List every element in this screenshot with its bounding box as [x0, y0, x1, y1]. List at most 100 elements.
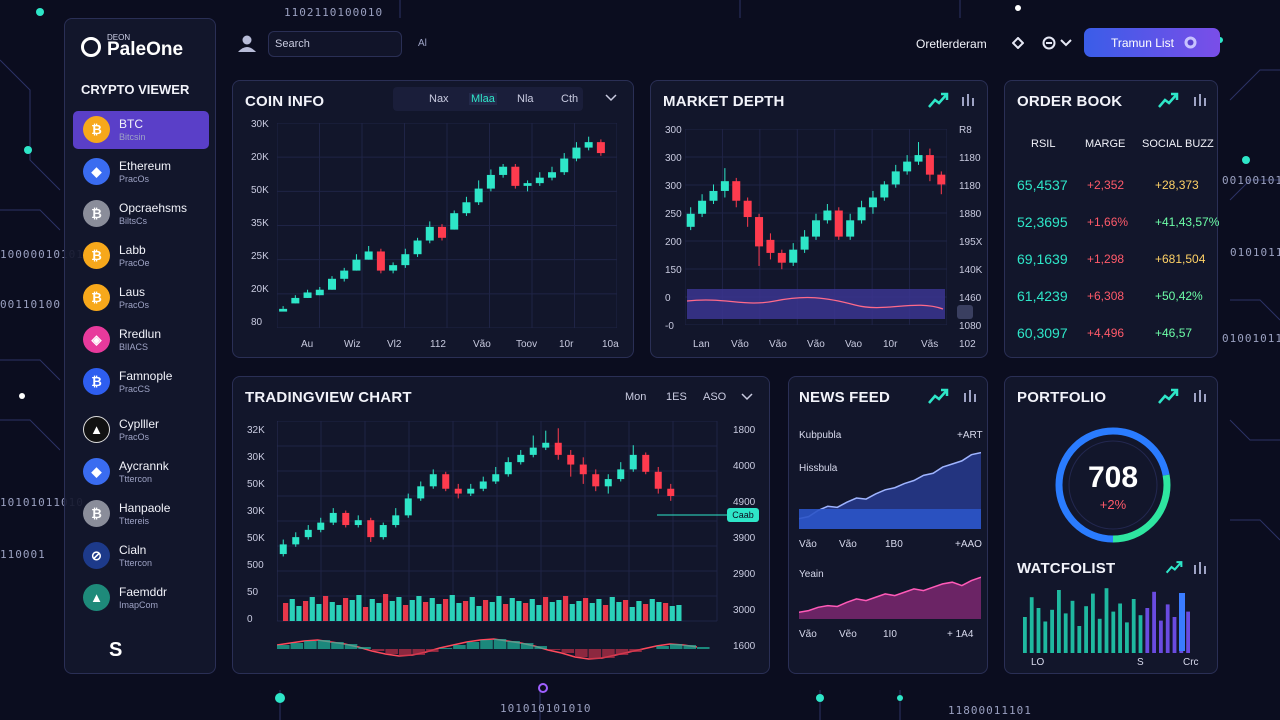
order-buzz: +41,43,57% — [1155, 215, 1220, 229]
oscillator-bar — [683, 645, 696, 649]
axis-tick: 30K — [251, 119, 269, 130]
axis-tick: 10r — [559, 339, 574, 350]
user-name[interactable]: Oretlerderam — [916, 37, 987, 51]
chevron-down-icon[interactable] — [605, 94, 617, 102]
axis-tick: Vão — [807, 339, 825, 350]
scroll-handle[interactable] — [957, 305, 973, 319]
primary-button[interactable]: Tramun List — [1084, 28, 1220, 57]
volume-bar — [409, 600, 415, 621]
candle — [554, 442, 562, 455]
tab-2[interactable]: 1ES — [666, 391, 687, 403]
news-area-chart — [799, 451, 981, 529]
bars-icon[interactable] — [961, 94, 975, 106]
axis-tick: 10a — [602, 339, 619, 350]
coin-subtitle: ImapCom — [119, 600, 159, 610]
candle — [914, 155, 923, 162]
news-item-label[interactable]: Kubpubla — [799, 430, 842, 441]
volume-bar — [376, 603, 382, 621]
coin-item[interactable]: ⊘ Cialn Tttercon — [73, 537, 209, 575]
trend-icon[interactable] — [1157, 91, 1179, 109]
tab-2[interactable]: Mlaa — [469, 93, 497, 105]
volume-bar — [589, 603, 595, 621]
tab-1[interactable]: Nax — [429, 93, 449, 105]
tab-4[interactable]: Cth — [561, 93, 579, 105]
panel-title: PORTFOLIO — [1017, 389, 1107, 406]
volume-bar — [283, 603, 289, 621]
coin-item[interactable]: ₿ Laus PracOs — [73, 279, 209, 317]
bars-icon[interactable] — [1193, 562, 1207, 574]
coin-item[interactable]: ₿ Labb PracOe — [73, 237, 209, 275]
coin-info-panel: COIN INFO Nax Mlaa Nla Cth 30K 20K 50K 35K 2… — [232, 80, 634, 358]
axis-tick: 30K — [247, 452, 265, 463]
shield-icon: ◈ — [83, 326, 110, 353]
diamond-icon[interactable] — [1012, 37, 1024, 49]
coin-subtitle: Tttereis — [119, 516, 150, 526]
coin-item[interactable]: ₿ Opcraehsms BiltsCs — [73, 195, 209, 233]
tab-3[interactable]: ASO — [703, 391, 727, 403]
volume-bar — [583, 598, 589, 621]
candle — [720, 181, 729, 191]
oscillator-bar — [317, 640, 331, 649]
user-icon[interactable] — [236, 34, 258, 52]
search-placeholder: Search — [275, 38, 310, 50]
trend-icon[interactable] — [1157, 387, 1179, 405]
donut-inner — [1068, 440, 1158, 530]
candle — [328, 278, 336, 290]
volume-bar — [623, 600, 629, 621]
axis-tick: Wiz — [344, 339, 361, 350]
order-book-panel: ORDER BOOK RSIL MARGE SOCIAL BUZZ 65,453… — [1004, 80, 1220, 358]
bars-icon[interactable] — [1193, 94, 1207, 106]
candle — [511, 166, 520, 186]
coin-item[interactable]: ▲ Cyplller PracOs — [73, 411, 209, 449]
axis-tick: 35K — [251, 218, 269, 229]
trend-icon[interactable] — [927, 387, 949, 405]
area-band — [799, 509, 981, 529]
candle — [389, 265, 398, 271]
axis-tick: -0 — [665, 321, 674, 332]
coin-item[interactable]: ▲ Faemddr ImapCom — [73, 579, 209, 617]
coin-name: Opcraehsms — [119, 201, 188, 215]
bitcoin-icon: ₿ — [83, 368, 110, 395]
bars-icon[interactable] — [963, 390, 977, 402]
news-item-label[interactable]: Hissbula — [799, 463, 838, 474]
header-label: Al — [418, 38, 427, 49]
trend-icon[interactable] — [1165, 559, 1183, 575]
order-buzz: +681,504 — [1155, 252, 1206, 266]
coin-item[interactable]: ◈ Rredlun BlIACS — [73, 321, 209, 359]
triangle-coin-icon: ▲ — [83, 416, 110, 443]
tab-1[interactable]: Mon — [625, 391, 647, 403]
binary-text: 101010101010 — [500, 702, 592, 715]
candle — [376, 251, 385, 271]
axis-tick: 200 — [665, 237, 682, 248]
axis-tick: 50K — [251, 185, 269, 196]
volume-bar — [469, 597, 475, 621]
column-header: MARGE — [1085, 138, 1126, 150]
candle — [891, 171, 900, 185]
watchlist-bar — [1165, 604, 1170, 653]
news-item-label[interactable]: Yeain — [799, 569, 824, 580]
coin-item[interactable]: ◆ Aycrannk Tttercon — [73, 453, 209, 491]
candle — [604, 479, 612, 487]
tab-3[interactable]: Nla — [517, 93, 534, 105]
coin-item[interactable]: ₿ Famnople PracCS — [73, 363, 209, 401]
chevron-down-icon[interactable] — [741, 393, 753, 401]
axis-tick: 250 — [665, 209, 682, 220]
axis-tick: 150 — [665, 265, 682, 276]
oscillator-bar — [453, 645, 466, 649]
account-menu-icon[interactable] — [1042, 36, 1074, 50]
panel-title: ORDER BOOK — [1017, 93, 1123, 110]
watchlist-bar — [1125, 622, 1129, 653]
search-input[interactable]: Search — [268, 31, 402, 57]
brand-s-icon[interactable]: S — [109, 639, 123, 661]
coin-item[interactable]: ◆ Ethereum PracOs — [73, 153, 209, 191]
oscillator-bar — [507, 641, 520, 649]
coin-item[interactable]: ₿ BTC Bitcsin — [73, 111, 209, 149]
watchlist-bar — [1077, 626, 1082, 653]
axis-tick: 1I0 — [883, 629, 897, 640]
coin-item[interactable]: ₿ Hanpaole Tttereis — [73, 495, 209, 533]
watchlist-bar — [1091, 593, 1095, 653]
trend-icon[interactable] — [927, 91, 949, 109]
volume-bar — [489, 602, 495, 621]
bars-icon[interactable] — [1193, 390, 1207, 402]
market-depth-candles — [685, 129, 947, 325]
